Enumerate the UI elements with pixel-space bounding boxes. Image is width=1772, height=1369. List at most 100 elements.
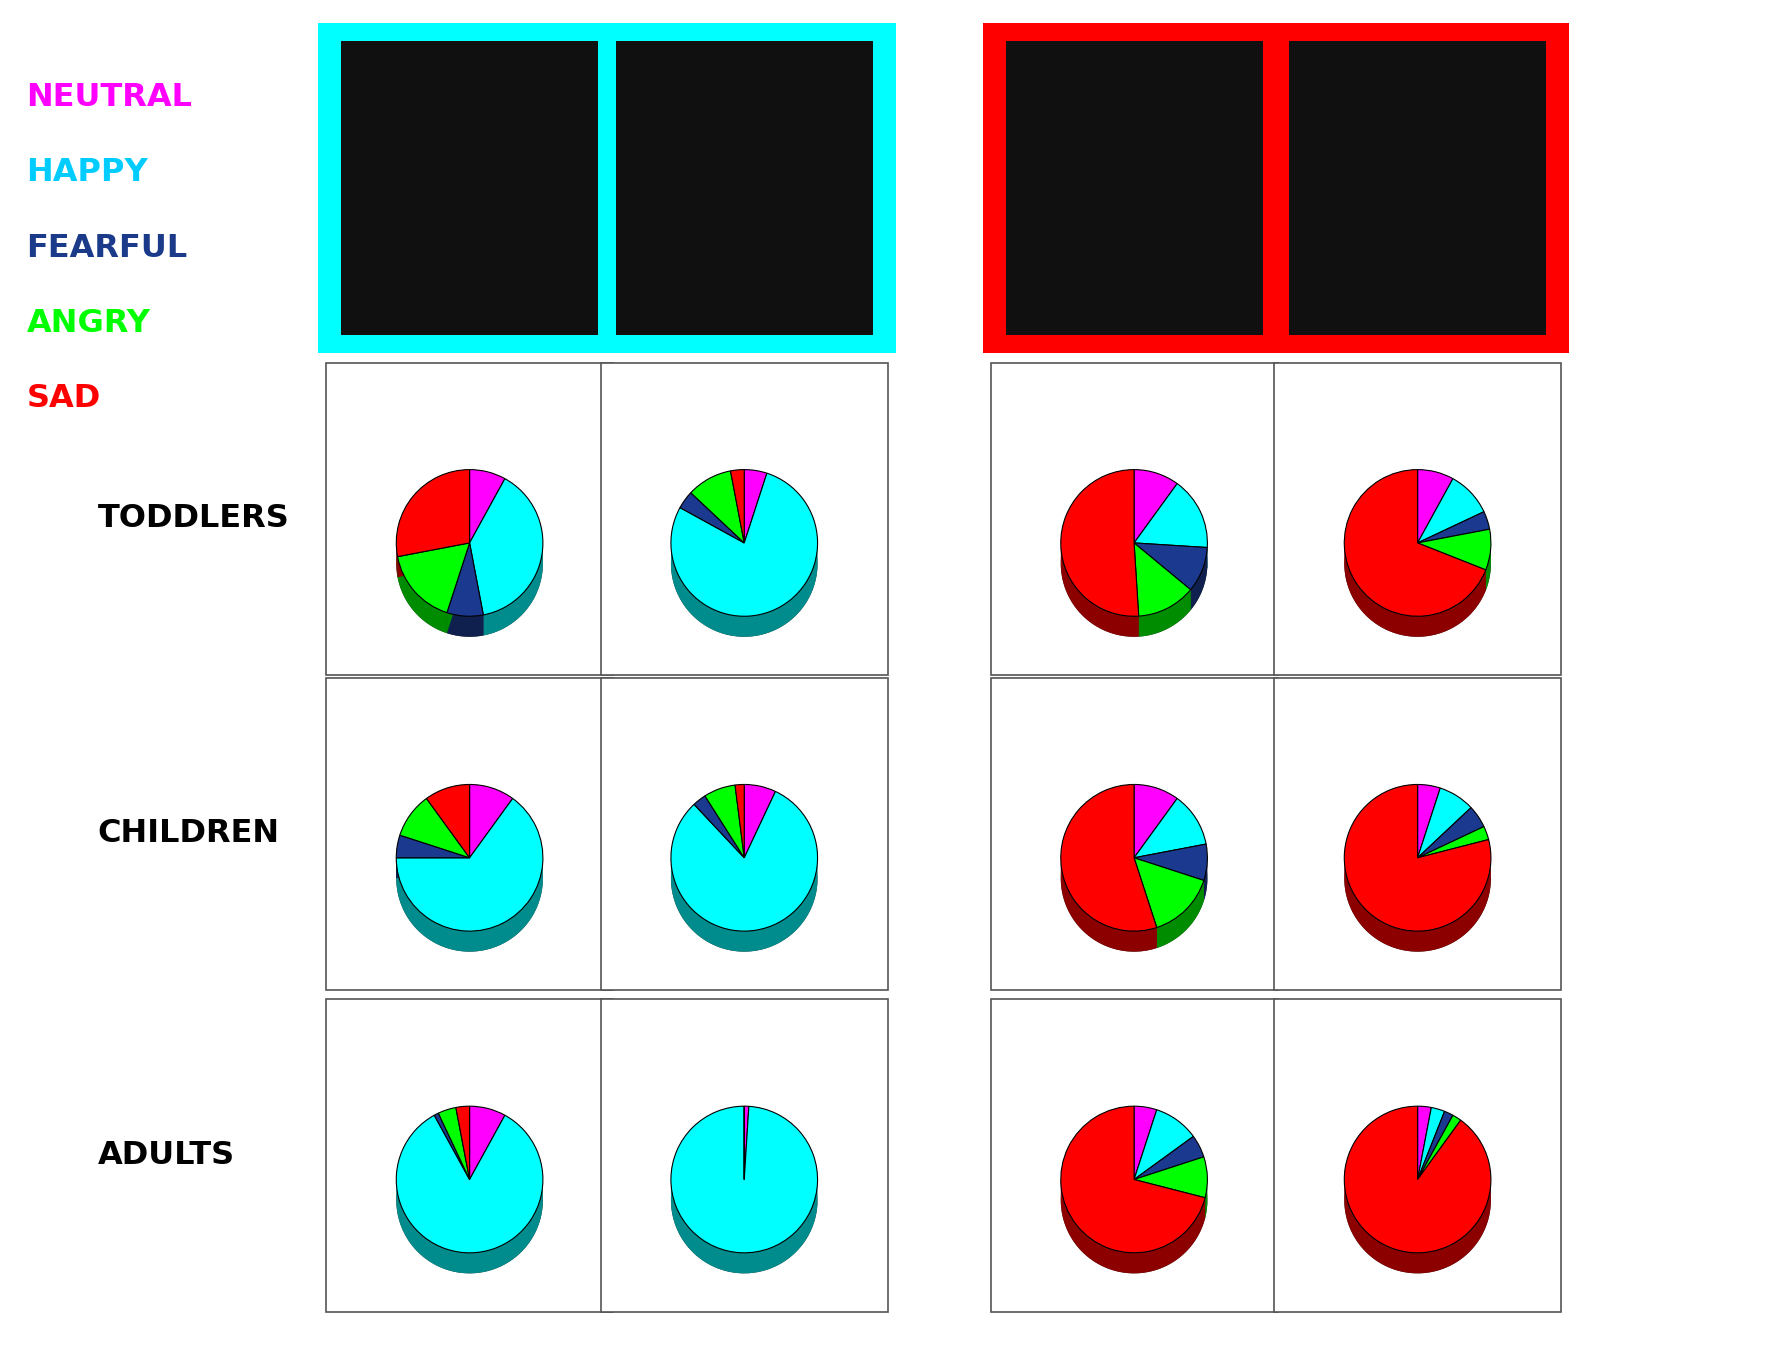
Wedge shape — [470, 470, 505, 543]
Wedge shape — [1418, 784, 1441, 858]
Wedge shape — [1061, 1106, 1205, 1253]
Wedge shape — [1134, 483, 1207, 548]
Wedge shape — [1134, 784, 1177, 858]
Wedge shape — [691, 471, 744, 543]
Polygon shape — [1205, 1180, 1207, 1218]
Polygon shape — [1134, 858, 1203, 901]
Wedge shape — [455, 1106, 470, 1180]
Polygon shape — [397, 858, 470, 879]
Polygon shape — [672, 858, 817, 951]
Text: CHILDREN: CHILDREN — [97, 819, 280, 849]
Polygon shape — [1134, 858, 1203, 901]
Wedge shape — [470, 479, 542, 615]
Text: 78%: 78% — [712, 387, 776, 413]
Polygon shape — [1134, 543, 1191, 611]
Wedge shape — [680, 493, 744, 543]
Polygon shape — [1345, 1127, 1490, 1273]
Text: 90%: 90% — [1386, 1024, 1449, 1050]
Text: 81%: 81% — [712, 702, 776, 728]
Wedge shape — [1134, 470, 1177, 543]
Wedge shape — [1418, 1112, 1453, 1180]
Polygon shape — [1134, 1180, 1205, 1218]
Wedge shape — [400, 798, 470, 858]
Wedge shape — [447, 543, 484, 616]
Text: ANGRY: ANGRY — [27, 308, 151, 340]
Wedge shape — [1061, 784, 1157, 931]
Polygon shape — [1418, 543, 1485, 590]
Wedge shape — [695, 795, 744, 858]
Polygon shape — [1345, 860, 1490, 951]
Polygon shape — [1061, 1180, 1205, 1273]
Text: SAD: SAD — [27, 383, 101, 415]
Wedge shape — [1418, 1116, 1460, 1180]
Wedge shape — [672, 1106, 817, 1253]
Polygon shape — [672, 1127, 817, 1273]
Wedge shape — [735, 784, 744, 858]
Wedge shape — [1418, 470, 1453, 543]
Polygon shape — [672, 1180, 817, 1273]
Text: 39%: 39% — [438, 387, 501, 413]
Text: 99%: 99% — [712, 1024, 776, 1050]
Polygon shape — [1061, 490, 1207, 637]
Polygon shape — [672, 545, 817, 637]
Text: 84%: 84% — [438, 1024, 501, 1050]
Text: 69%: 69% — [1386, 387, 1449, 413]
Wedge shape — [672, 474, 817, 616]
Wedge shape — [1061, 470, 1139, 616]
Polygon shape — [447, 613, 484, 637]
Wedge shape — [427, 784, 470, 858]
Text: FEARFUL: FEARFUL — [27, 233, 188, 264]
Polygon shape — [672, 805, 817, 951]
Wedge shape — [1345, 1106, 1490, 1253]
Text: 39%: 39% — [1102, 387, 1166, 413]
Wedge shape — [1134, 1110, 1193, 1180]
Polygon shape — [447, 543, 470, 634]
Wedge shape — [1134, 1106, 1157, 1180]
Wedge shape — [397, 543, 470, 613]
Polygon shape — [397, 543, 470, 578]
Wedge shape — [1418, 530, 1490, 570]
Wedge shape — [1134, 1136, 1203, 1180]
Polygon shape — [1191, 548, 1207, 611]
Polygon shape — [397, 805, 542, 951]
Wedge shape — [1134, 543, 1207, 590]
Polygon shape — [447, 543, 470, 634]
Wedge shape — [705, 784, 744, 858]
Polygon shape — [397, 858, 542, 951]
Polygon shape — [1134, 858, 1157, 949]
Wedge shape — [744, 470, 767, 543]
Polygon shape — [1061, 858, 1157, 951]
Polygon shape — [1203, 858, 1207, 901]
Polygon shape — [1345, 1181, 1490, 1273]
Polygon shape — [1418, 543, 1485, 590]
Polygon shape — [397, 858, 470, 879]
Text: ADULTS: ADULTS — [97, 1140, 234, 1170]
Polygon shape — [1485, 543, 1490, 590]
Wedge shape — [672, 791, 817, 931]
Wedge shape — [744, 1106, 750, 1180]
Wedge shape — [470, 1106, 505, 1180]
Polygon shape — [397, 490, 542, 637]
Wedge shape — [1418, 512, 1490, 543]
Wedge shape — [1418, 808, 1483, 858]
Wedge shape — [1418, 789, 1471, 858]
Wedge shape — [730, 470, 744, 543]
Polygon shape — [1061, 1127, 1207, 1273]
Text: TODDLERS: TODDLERS — [97, 504, 289, 534]
Polygon shape — [1061, 543, 1139, 637]
Wedge shape — [1134, 858, 1203, 928]
Wedge shape — [1134, 845, 1207, 880]
Text: 71%: 71% — [1102, 1024, 1166, 1050]
Wedge shape — [397, 470, 470, 557]
Polygon shape — [397, 1183, 542, 1273]
Wedge shape — [470, 784, 512, 858]
Polygon shape — [1157, 880, 1203, 949]
Wedge shape — [397, 798, 542, 931]
Wedge shape — [397, 1116, 542, 1253]
Polygon shape — [672, 490, 817, 637]
Wedge shape — [1418, 1106, 1432, 1180]
Text: HAPPY: HAPPY — [27, 157, 149, 189]
Wedge shape — [1134, 1157, 1207, 1198]
Text: NEUTRAL: NEUTRAL — [27, 82, 193, 114]
Wedge shape — [744, 784, 776, 858]
